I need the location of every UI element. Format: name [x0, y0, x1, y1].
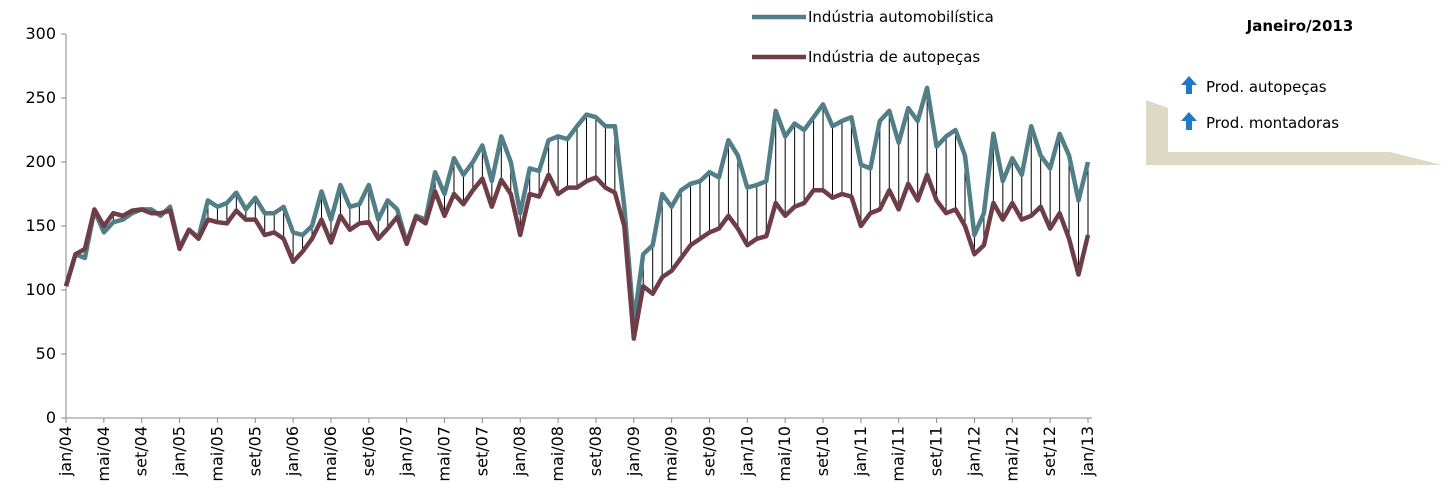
x-tick-label: set/12: [1040, 426, 1059, 476]
x-tick-label: jan/09: [624, 426, 643, 477]
x-tick-label: set/05: [245, 426, 264, 476]
x-tick-label: set/06: [359, 426, 378, 476]
x-tick-label: jan/05: [170, 426, 189, 477]
x-tick-label: mai/11: [889, 426, 908, 482]
y-tick-label: 200: [25, 152, 56, 171]
x-tick-label: set/08: [586, 426, 605, 476]
arrow-icon: [1181, 76, 1197, 94]
x-tick-label: mai/05: [207, 426, 226, 482]
x-tick-label: jan/04: [56, 426, 75, 477]
x-tick-label: jan/08: [510, 426, 529, 477]
panel-item: Prod. autopeças: [1206, 78, 1327, 96]
x-tick-label: mai/07: [435, 426, 454, 482]
x-tick-label: set/07: [472, 426, 491, 476]
x-tick-label: mai/04: [94, 426, 113, 482]
legend-label: Indústria de autopeças: [808, 48, 980, 66]
x-tick-label: set/11: [927, 426, 946, 476]
x-tick-label: set/09: [699, 426, 718, 476]
x-tick-label: mai/08: [548, 426, 567, 482]
x-tick-label: mai/09: [662, 426, 681, 482]
legend-label: Indústria automobilística: [808, 8, 994, 26]
y-tick-label: 0: [46, 408, 56, 427]
panel-title: Janeiro/2013: [1246, 17, 1354, 35]
x-tick-label: jan/11: [851, 426, 870, 477]
series-line: [63, 172, 1091, 341]
x-tick-label: set/10: [813, 426, 832, 476]
panel-shape: [1146, 100, 1442, 165]
series-line: [63, 85, 1091, 325]
y-tick-label: 250: [25, 88, 56, 107]
x-tick-label: set/04: [132, 426, 151, 476]
y-tick-label: 300: [25, 24, 56, 43]
x-tick-label: jan/13: [1078, 426, 1097, 477]
x-tick-label: mai/12: [1002, 426, 1021, 482]
x-tick-label: jan/12: [964, 426, 983, 477]
arrow-icon: [1181, 112, 1197, 130]
x-tick-label: mai/06: [321, 426, 340, 482]
x-tick-label: jan/06: [283, 426, 302, 477]
x-tick-label: jan/07: [397, 426, 416, 477]
panel-item: Prod. montadoras: [1206, 114, 1339, 132]
y-tick-label: 50: [36, 344, 56, 363]
y-tick-label: 100: [25, 280, 56, 299]
y-tick-label: 150: [25, 216, 56, 235]
x-tick-label: jan/10: [737, 426, 756, 477]
x-tick-label: mai/10: [775, 426, 794, 482]
